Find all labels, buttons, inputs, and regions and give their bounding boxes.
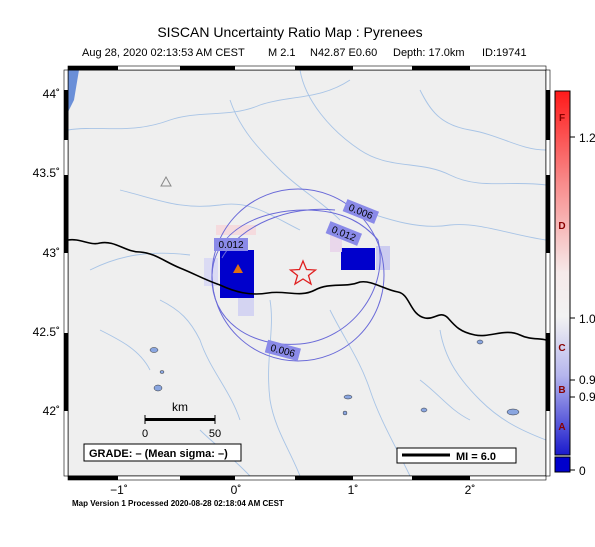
grade-label-d: D — [558, 221, 565, 232]
rivers — [67, 69, 547, 477]
grade-text: GRADE: – (Mean sigma: –) — [89, 448, 228, 460]
lat-label-42: 42˚ — [43, 404, 60, 418]
lon-label-2: 2˚ — [465, 483, 476, 497]
cell-west — [220, 250, 254, 298]
scale-end: 50 — [209, 428, 221, 440]
epicenter-star-icon — [288, 259, 318, 286]
map-title: SISCAN Uncertainty Ratio Map : Pyrenees — [157, 24, 422, 40]
cell-east — [341, 248, 375, 270]
event-depth: Depth: 17.0km — [393, 47, 465, 59]
colorbar-value-2: 1.0 — [579, 312, 595, 326]
grade-box — [83, 443, 242, 462]
event-location: N42.87 E0.60 — [310, 47, 377, 59]
scale-start: 0 — [142, 428, 148, 440]
station-marker-north — [160, 175, 172, 187]
country-border — [67, 238, 547, 341]
station-marker — [233, 264, 243, 273]
event-date: Aug 28, 2020 02:13:53 AM CEST — [82, 47, 245, 59]
lon-label-minus1: −1˚ — [110, 483, 128, 497]
scale-bar: km 0 50 — [142, 400, 221, 440]
lon-label-0: 0˚ — [231, 483, 242, 497]
mi-text: MI = 6.0 — [456, 451, 496, 463]
lakes — [149, 339, 520, 416]
event-id: ID:19741 — [482, 47, 527, 59]
contour-label-3: 0.012 — [218, 240, 243, 251]
colorbar-swatch-zero — [554, 456, 571, 473]
map-area: 0.006 0.012 0.012 0.006 km — [67, 69, 547, 477]
sea-area — [68, 70, 79, 112]
grade-label-a: A — [558, 422, 565, 433]
grade-label-c: C — [558, 343, 565, 354]
event-magnitude: M 2.1 — [268, 47, 296, 59]
map-frame-ticks — [63, 65, 551, 481]
lat-label-43: 43˚ — [43, 246, 60, 260]
grade-label-f: F — [559, 113, 565, 124]
colorbar-value-5: 0 — [579, 464, 586, 478]
land-background — [68, 70, 546, 476]
lat-label-43-5: 43.5˚ — [33, 166, 60, 180]
lat-label-44: 44˚ — [43, 87, 60, 101]
mi-box — [396, 447, 517, 464]
processed-footer: Map Version 1 Processed 2020-08-28 02:18… — [72, 499, 284, 508]
lon-label-1: 1˚ — [348, 483, 359, 497]
colorbar-gradient — [554, 90, 571, 456]
contour-labels: 0.006 0.012 0.012 0.006 — [214, 199, 380, 362]
latitude-labels: 44˚ 43.5˚ 43˚ 42.5˚ 42˚ — [33, 87, 60, 418]
lat-label-42-5: 42.5˚ — [33, 325, 60, 339]
scale-unit: km — [172, 400, 188, 414]
grade-label-b: B — [558, 385, 565, 396]
colorbar-value-3: 0.9 — [579, 373, 595, 387]
longitude-labels: −1˚ 0˚ 1˚ 2˚ — [110, 483, 475, 497]
colorbar-value-1: 1.2 — [579, 131, 595, 145]
colorbar-value-4: 0.9 — [579, 390, 595, 404]
colorbar: F D C B A 1.2 1.0 0.9 0.9 0 — [554, 90, 595, 478]
